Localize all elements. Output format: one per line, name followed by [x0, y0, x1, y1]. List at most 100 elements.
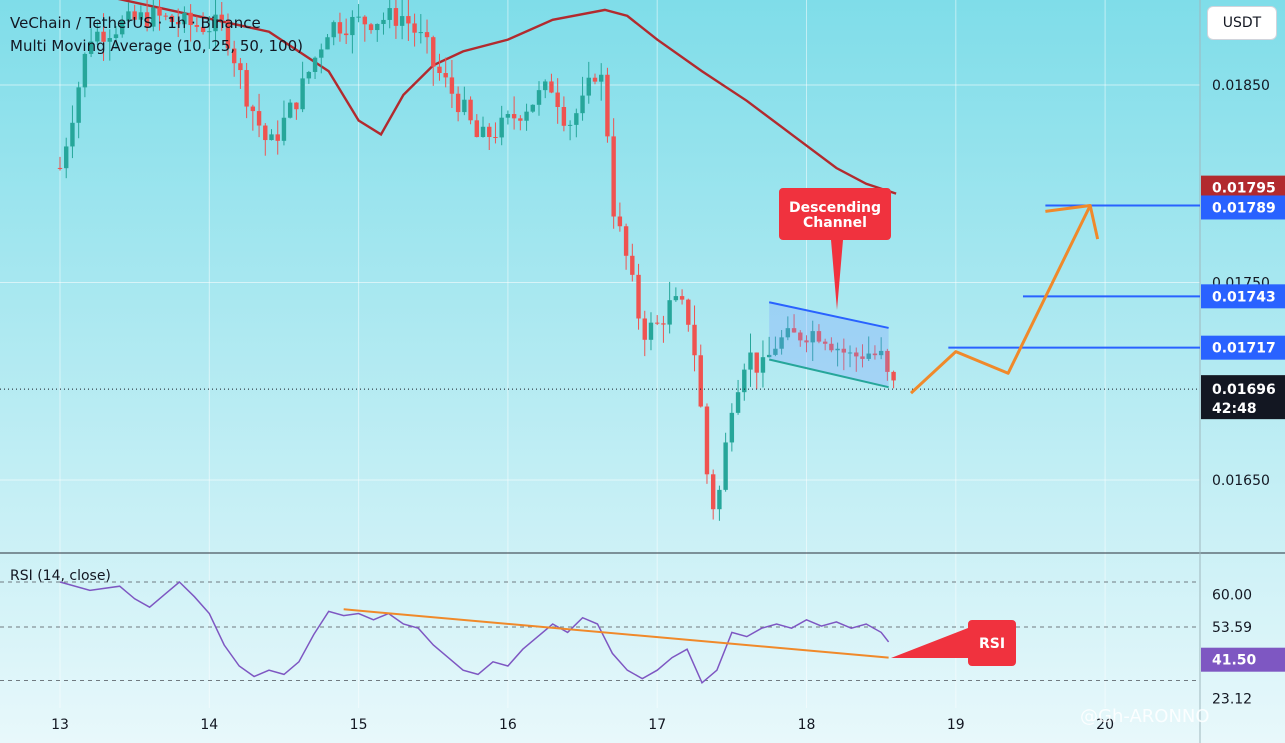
candle-body	[182, 12, 187, 25]
candle-body	[157, 7, 162, 16]
candle-body	[760, 357, 766, 373]
target1-price-tag-label: 0.01717	[1212, 341, 1276, 357]
channel-upper-line	[768, 301, 889, 329]
time-tick-label: 17	[648, 717, 666, 733]
candle-body	[126, 11, 131, 21]
candle-body	[306, 71, 312, 79]
time-tick-label: 13	[51, 717, 69, 733]
candle-body	[406, 16, 411, 24]
candle-body	[549, 81, 554, 93]
candle-body	[611, 136, 616, 217]
candle-body	[841, 348, 847, 353]
candle-body	[580, 95, 585, 114]
candle-body	[163, 15, 168, 17]
candle-body	[455, 93, 461, 113]
candle-body	[275, 134, 280, 141]
candle-body	[655, 322, 660, 324]
candle-body	[773, 348, 778, 355]
rsi-pane: RSI	[0, 580, 1200, 685]
candle-body	[785, 328, 791, 338]
projection-arrowhead	[1045, 203, 1100, 240]
candle-body	[766, 354, 772, 358]
candle-body	[294, 102, 299, 110]
candle-body	[872, 353, 878, 356]
candle-body	[891, 371, 896, 381]
candle-body	[791, 328, 797, 333]
candle-body	[748, 352, 753, 370]
candle-body	[630, 255, 635, 275]
candle-body	[238, 63, 243, 71]
candle-body	[82, 53, 88, 88]
candle-body	[138, 12, 144, 20]
candle-body	[779, 337, 784, 349]
candle-body	[499, 117, 504, 138]
candle-body	[325, 37, 330, 50]
candle-body	[524, 111, 529, 121]
candle-body	[350, 16, 355, 36]
candle-body	[717, 489, 722, 510]
candle-body	[57, 167, 63, 169]
candle-body	[605, 74, 610, 137]
rsi-trendline	[343, 608, 889, 659]
candle-body	[487, 126, 492, 138]
candle-body	[175, 21, 181, 25]
candle-body	[431, 37, 436, 67]
candle-body	[443, 73, 448, 78]
indicator-label[interactable]: Multi Moving Average (10, 25, 50, 100)	[10, 37, 303, 55]
candle-body	[686, 299, 691, 325]
time-tick-label: 14	[200, 717, 218, 733]
candle-body	[207, 31, 212, 33]
candle-body	[661, 323, 666, 325]
candle-body	[151, 7, 156, 27]
price-axis[interactable]: 0.018500.017500.016500.017950.017890.017…	[1201, 78, 1285, 707]
time-tick-label: 16	[499, 717, 517, 733]
time-tick-label: 15	[350, 717, 368, 733]
candle-body	[356, 16, 361, 18]
candle-body	[574, 113, 579, 125]
candle-body	[847, 352, 853, 354]
candle-body	[561, 107, 567, 126]
candle-body	[854, 352, 859, 357]
currency-button[interactable]: USDT	[1207, 6, 1277, 40]
candle-body	[592, 77, 598, 82]
candle-body	[200, 26, 206, 32]
target3-price-tag-bg	[1201, 195, 1285, 220]
candle-body	[399, 16, 405, 26]
candle-body	[76, 87, 81, 123]
moving-average	[117, 0, 897, 195]
candle-body	[617, 216, 623, 227]
candle-body	[530, 104, 535, 112]
candle-body	[70, 122, 75, 147]
candle-body	[337, 22, 343, 34]
rsi-level-label: 60.00	[1212, 588, 1252, 604]
candle-body	[642, 318, 647, 340]
target2-price-tag-label: 0.01743	[1212, 289, 1276, 305]
candle-body	[729, 412, 735, 443]
candle-body	[636, 274, 641, 319]
rsi-current-tag-label: 41.50	[1212, 653, 1257, 669]
candle-body	[418, 32, 424, 34]
countdown-label: 42:48	[1212, 401, 1257, 417]
rsi-label[interactable]: RSI (14, close)	[10, 568, 111, 584]
time-tick-label: 19	[947, 717, 965, 733]
channel-lower-line	[768, 358, 889, 389]
candle-body	[543, 81, 548, 91]
candle-body	[742, 369, 747, 393]
candle-body	[412, 23, 417, 33]
candle-body	[878, 350, 884, 356]
candle-body	[244, 70, 249, 107]
time-axis[interactable]: 13 14 15 16 17 18 19 20	[51, 717, 1114, 733]
rsi-current-tag-bg	[1201, 647, 1285, 672]
candle-body	[95, 31, 100, 42]
candle-body	[387, 8, 392, 20]
candle-body	[312, 57, 318, 72]
current-price-tag-label: 0.01696	[1212, 382, 1276, 398]
candle-body	[213, 14, 218, 32]
candle-body	[804, 340, 809, 343]
current-price-tag-bg	[1201, 375, 1285, 420]
candle-body	[810, 331, 815, 343]
candle-body	[860, 356, 865, 359]
candles	[57, 0, 896, 521]
